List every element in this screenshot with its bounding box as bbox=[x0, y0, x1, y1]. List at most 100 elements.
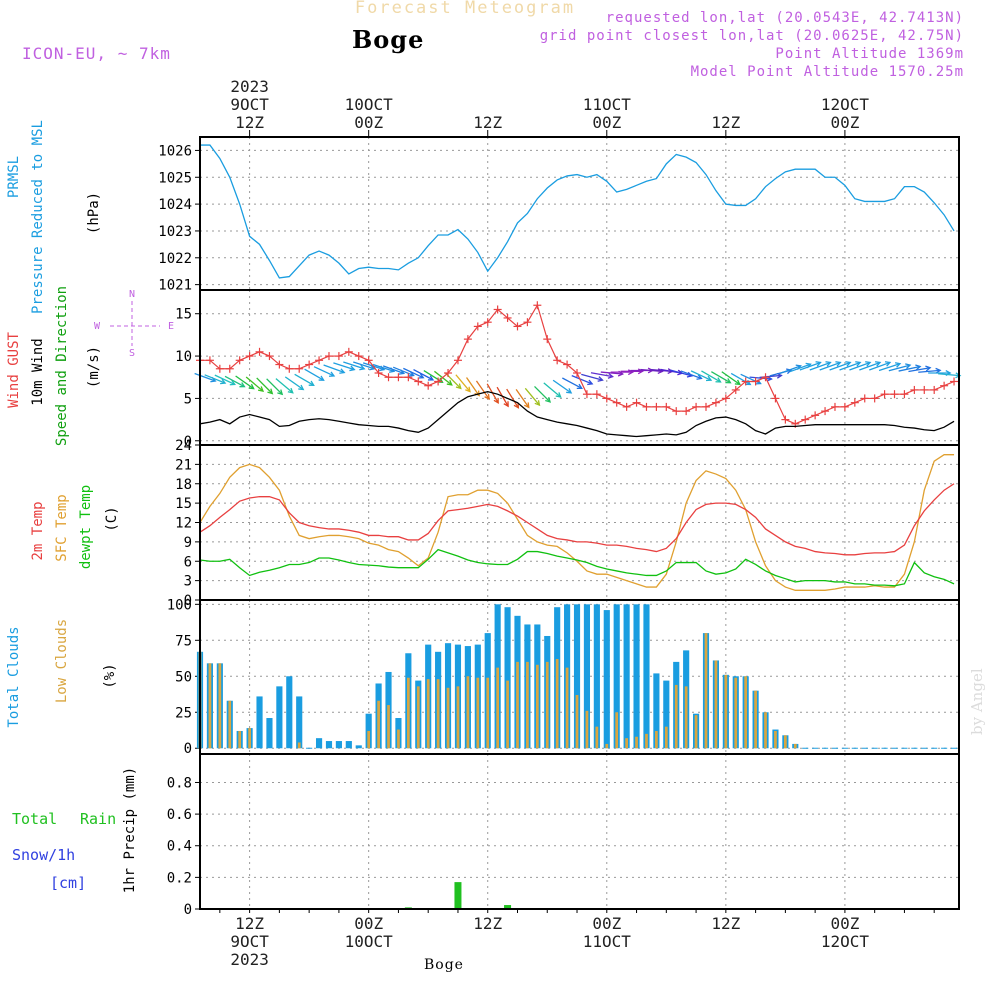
wind-gust-marker bbox=[553, 356, 562, 365]
y-tick-label: 0.8 bbox=[167, 775, 192, 791]
wind-direction-arrow bbox=[898, 364, 922, 372]
wind-arrow-shaft bbox=[721, 371, 741, 385]
y-tick-label: 1024 bbox=[158, 197, 192, 213]
total-cloud-bar bbox=[583, 604, 591, 749]
y-tick-label: 15 bbox=[175, 307, 192, 323]
low-cloud-bar bbox=[476, 677, 480, 749]
point-altitude: Point Altitude 1369m bbox=[775, 46, 964, 62]
low-cloud-bar bbox=[774, 730, 777, 749]
wind-arrow-shaft bbox=[214, 374, 236, 386]
low-cloud-bar bbox=[367, 730, 371, 749]
wind-gust-marker bbox=[672, 407, 681, 416]
wind-gust-marker bbox=[245, 352, 254, 361]
pressure-series-line bbox=[200, 144, 955, 279]
wind-arrow-head bbox=[696, 374, 703, 380]
wind-arrow-shaft bbox=[898, 365, 921, 372]
bottom-day-label: 9OCT bbox=[230, 932, 269, 951]
y-tick-label: 24 bbox=[175, 438, 192, 454]
wind-direction-arrow bbox=[313, 366, 336, 377]
wind-gust-marker bbox=[821, 407, 830, 416]
y-tick-label: 0 bbox=[184, 593, 192, 609]
wind-arrow-head bbox=[627, 369, 635, 376]
wind-arrow-head bbox=[229, 380, 237, 386]
wind-arrow-shaft bbox=[779, 365, 801, 374]
wind-arrow-shaft bbox=[333, 362, 355, 371]
wind-arrow-head bbox=[308, 380, 315, 386]
wind-gust-marker bbox=[880, 390, 889, 399]
wind-arrow-shaft bbox=[524, 387, 540, 406]
chart-title: Forecast Meteogram bbox=[354, 0, 576, 18]
low-cloud-bar bbox=[218, 663, 222, 749]
total-cloud-bar bbox=[623, 604, 630, 749]
wind-gust-marker bbox=[473, 322, 482, 331]
wind-direction-arrow bbox=[256, 377, 274, 395]
wind-arrow-head bbox=[220, 378, 227, 385]
wind-gust-marker bbox=[533, 301, 542, 310]
wind-gust-marker bbox=[860, 394, 869, 403]
wind-direction-arrow bbox=[839, 361, 862, 371]
wind-gust-marker bbox=[751, 377, 760, 386]
wind-arrow-head bbox=[607, 372, 614, 379]
low-cloud-bar bbox=[545, 661, 549, 749]
wind-arrow-shaft bbox=[245, 376, 264, 392]
wind-arrow-shaft bbox=[670, 369, 692, 377]
low-cloud-bar bbox=[605, 743, 609, 749]
top-day-label: 9OCT bbox=[230, 95, 269, 114]
low-clouds-label: Low Clouds bbox=[54, 619, 70, 703]
wind-gust-marker bbox=[364, 356, 373, 365]
precip-rain-label: Rain bbox=[80, 810, 116, 828]
wind-arrow-head bbox=[465, 386, 471, 393]
y-tick-label: 100 bbox=[167, 597, 192, 613]
wind-direction-arrow bbox=[610, 369, 635, 376]
wind-arrow-head bbox=[915, 364, 922, 371]
wind-arrow-shaft bbox=[313, 366, 335, 377]
y-tick-label: 50 bbox=[175, 669, 192, 685]
total-cloud-bar bbox=[315, 738, 323, 749]
wind-gust-marker bbox=[692, 402, 701, 411]
wind-gust-marker bbox=[235, 356, 244, 365]
wind-gust-marker bbox=[414, 377, 423, 386]
low-cloud-bar bbox=[684, 686, 688, 749]
2m-temp-line bbox=[199, 483, 955, 556]
low-cloud-bar bbox=[297, 742, 301, 749]
y-tick-label: 5 bbox=[184, 391, 192, 407]
wind-arrow-head bbox=[865, 361, 872, 367]
y-tick-label: 1026 bbox=[158, 143, 192, 159]
wind-arrow-head bbox=[287, 387, 294, 394]
low-cloud-bar bbox=[535, 664, 539, 749]
wind-gust-marker bbox=[582, 390, 591, 399]
wind-arrow-shaft bbox=[789, 363, 811, 373]
wind-arrow-head bbox=[369, 364, 376, 371]
wind-arrow-shaft bbox=[266, 378, 283, 395]
wind-direction-arrow bbox=[690, 370, 713, 382]
low-cloud-bar bbox=[516, 661, 519, 749]
wind-gust-marker bbox=[344, 347, 353, 356]
wind-arrow-head bbox=[835, 361, 842, 367]
bottom-time-label: 00Z bbox=[830, 914, 859, 933]
wind-arrow-head bbox=[257, 386, 265, 392]
y-tick-label: 75 bbox=[175, 633, 192, 649]
wind-arrow-shaft bbox=[343, 361, 365, 370]
model-altitude: Model Point Altitude 1570.25m bbox=[690, 64, 964, 80]
wind-speed-line bbox=[199, 390, 955, 438]
wind-arrow-head bbox=[705, 375, 713, 382]
wind-arrow-head bbox=[318, 375, 325, 381]
wind-direction-arrow bbox=[730, 372, 752, 386]
total-cloud-bar bbox=[603, 610, 610, 749]
wind-arrow-shaft bbox=[543, 382, 562, 398]
wind-direction-arrow bbox=[562, 377, 583, 390]
wind-arrow-shaft bbox=[235, 375, 255, 390]
wind-direction-arrow bbox=[515, 389, 530, 409]
total-cloud-bar bbox=[296, 696, 303, 749]
wind-gust-marker bbox=[761, 373, 770, 382]
wind-direction-arrow bbox=[235, 375, 255, 390]
low-cloud-bar bbox=[208, 663, 212, 749]
wind-direction-arrow bbox=[403, 367, 425, 379]
precip-snow-unit: [cm] bbox=[50, 874, 86, 892]
wind-arrow-shaft bbox=[849, 361, 871, 371]
bottom-time-label: 00Z bbox=[592, 914, 621, 933]
wind-gust-marker bbox=[890, 390, 899, 399]
bottom-day-label: 10OCT bbox=[345, 932, 394, 951]
clouds-unit-label: (%) bbox=[102, 663, 118, 688]
wind-gust-marker bbox=[930, 385, 939, 394]
